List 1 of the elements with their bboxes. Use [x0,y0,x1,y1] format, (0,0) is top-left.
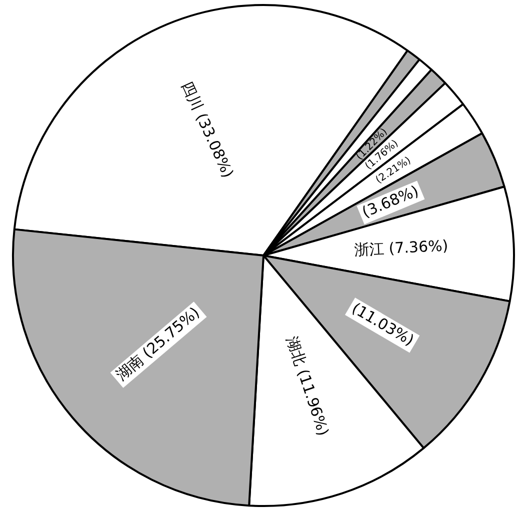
slice-label: 浙江 (7.36%) [354,236,449,260]
